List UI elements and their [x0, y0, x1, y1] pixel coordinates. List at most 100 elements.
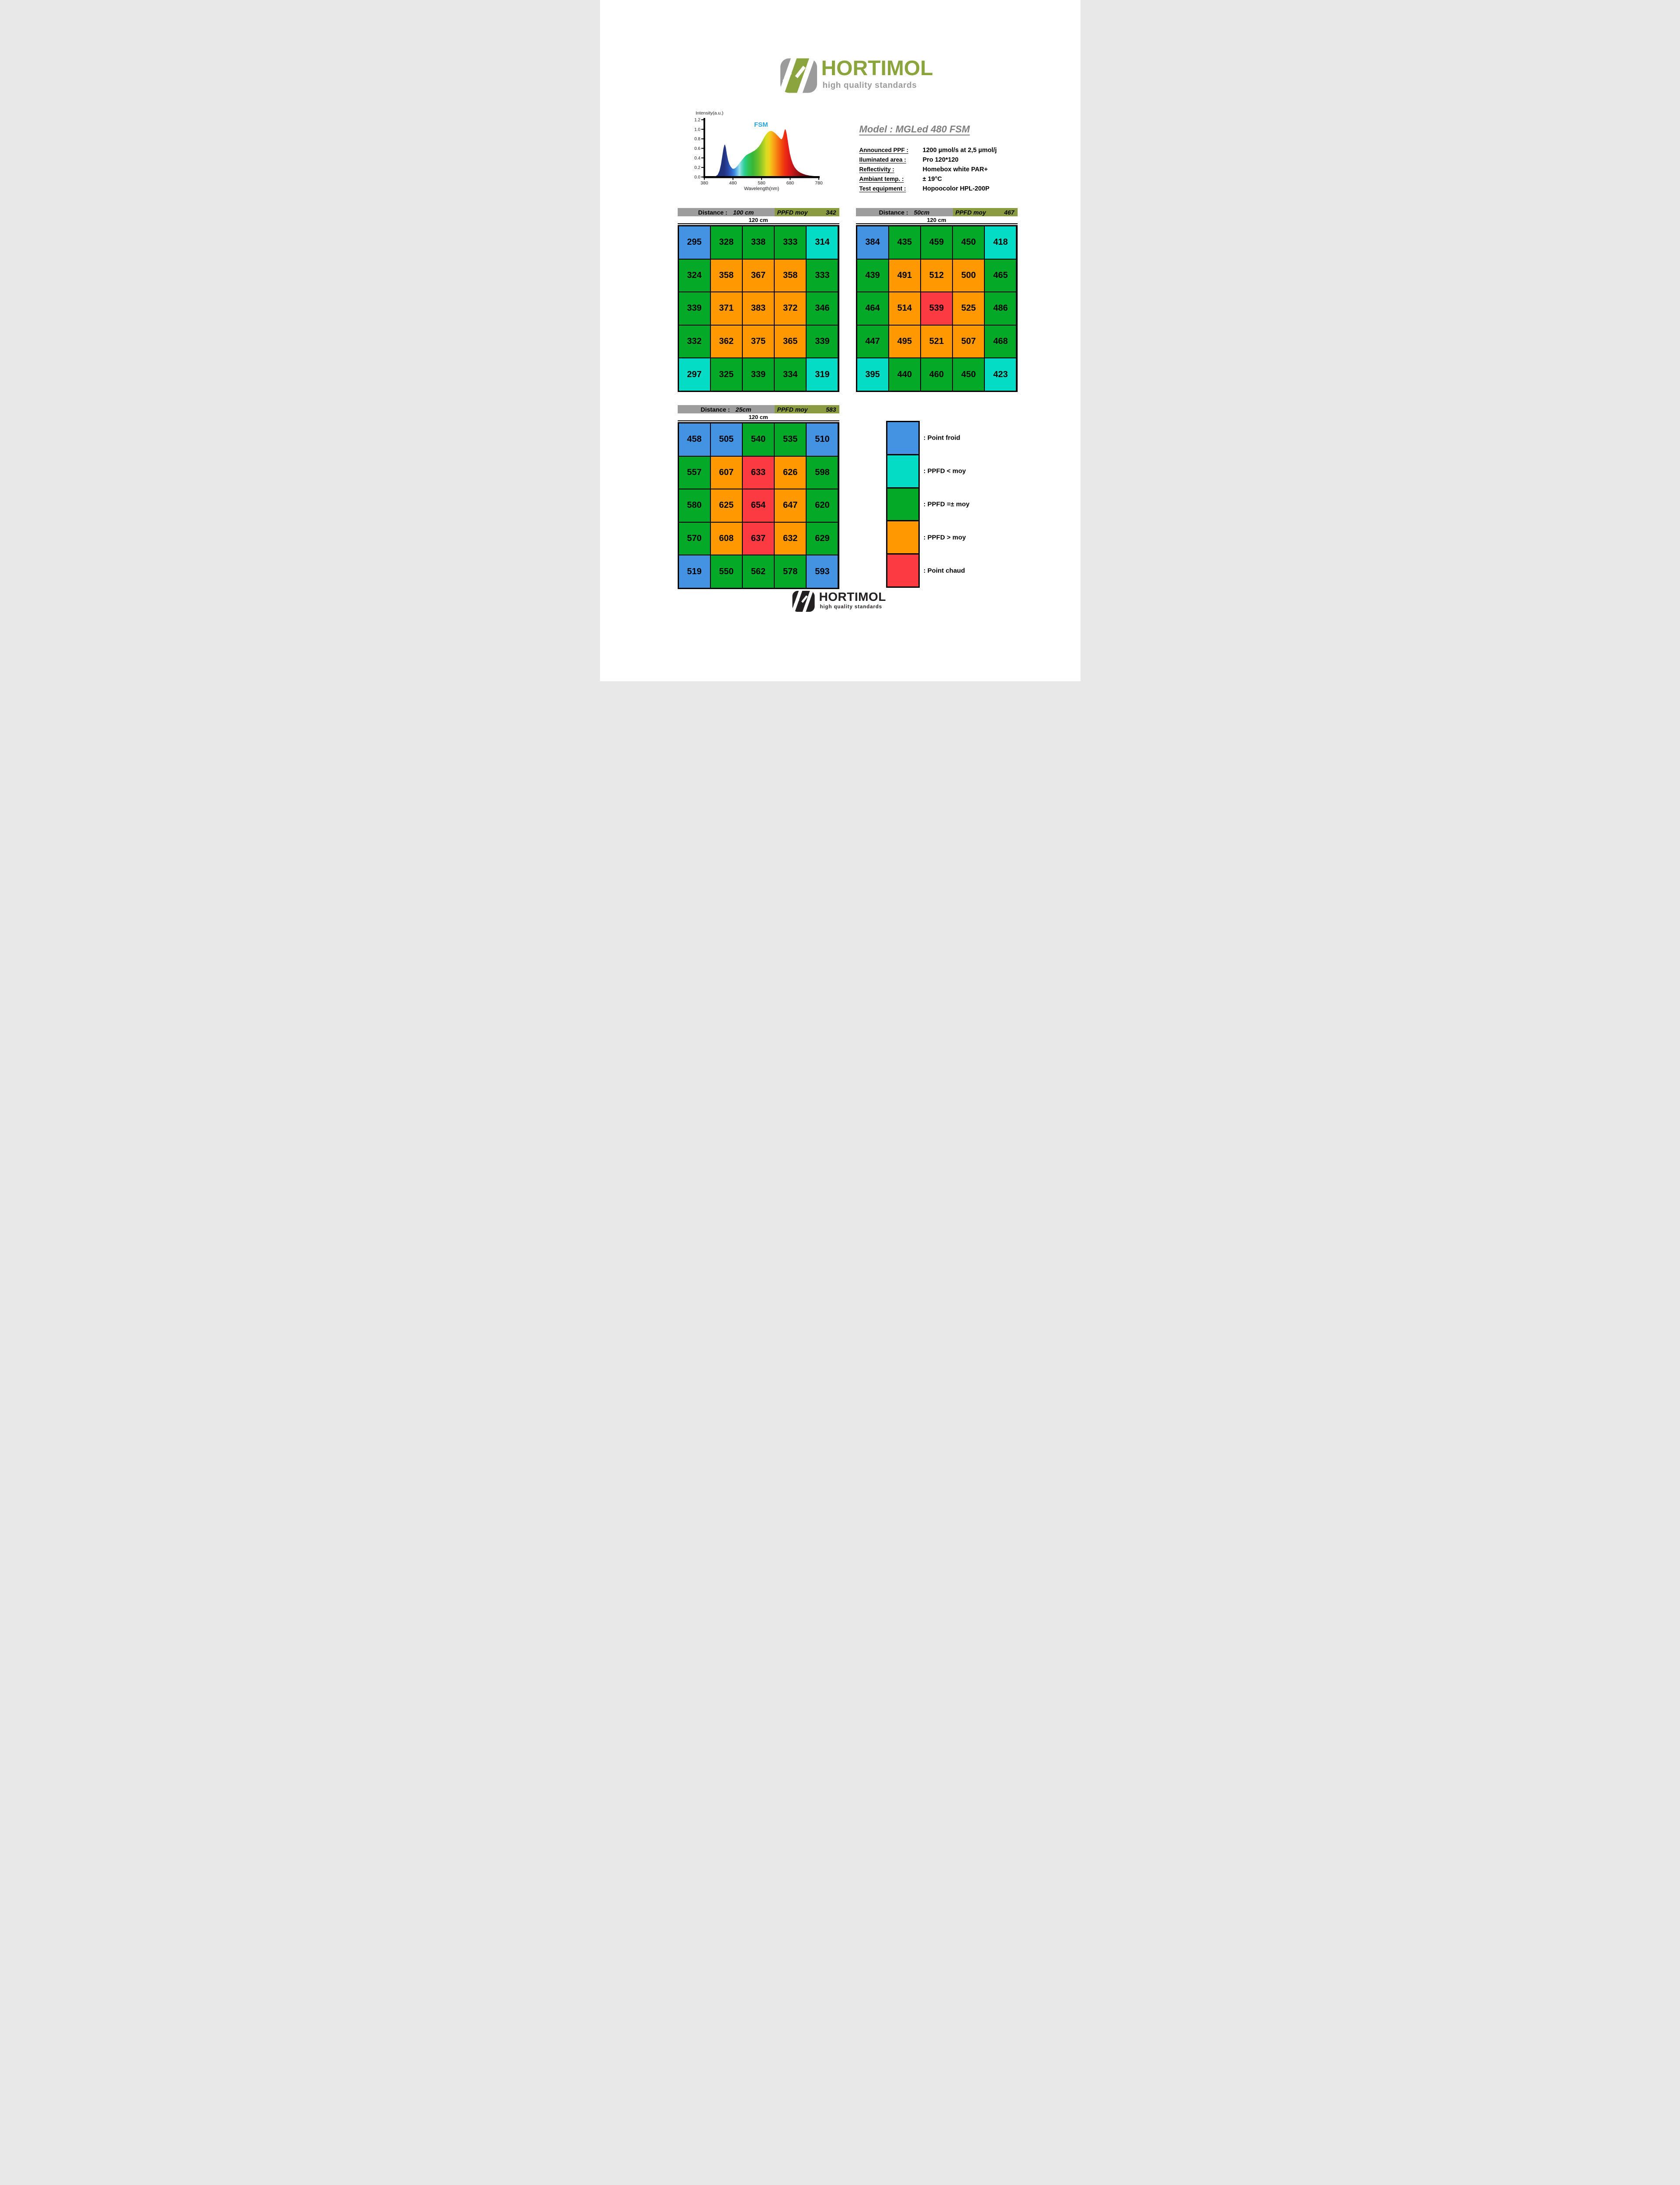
- ppfd-moy-value: 467: [1004, 208, 1015, 216]
- brand-tagline: high quality standards: [820, 604, 882, 610]
- ppfd-cell: 339: [742, 358, 774, 391]
- model-value: MGLed 480 FSM: [895, 123, 970, 135]
- ppfd-cell: 384: [857, 226, 888, 259]
- ppfd-cell: 418: [985, 226, 1016, 259]
- distance-value: 100 cm: [733, 208, 754, 216]
- ppfd-cell-grid: 384 435 459 450 418 439 491 512 500 465 464 514 539 5…: [856, 225, 1018, 392]
- ppfd-cell: 450: [953, 358, 984, 391]
- ppfd-cell: 375: [742, 325, 774, 358]
- ppfd-cell: 371: [710, 292, 742, 325]
- ppfd-cell: 362: [710, 325, 742, 358]
- legend-swatch-cold: [887, 422, 918, 454]
- ppfd-cell: 435: [889, 226, 920, 259]
- spec-label: Iluminated area :: [859, 156, 906, 163]
- ppfd-cell: 633: [742, 456, 774, 489]
- ppfd-cell: 578: [775, 555, 806, 588]
- distance-value: 50cm: [914, 208, 930, 216]
- ppfd-cell: 608: [710, 522, 742, 555]
- ppfd-cell: 338: [742, 226, 774, 259]
- ppfd-cell: 465: [985, 259, 1016, 292]
- distance-bar-gray: Distance : 100 cm: [677, 208, 775, 216]
- spec-row: Announced PPF : 1200 µmol/s at 2,5 µmol/j: [859, 147, 997, 156]
- distance-bar: Distance : 50cm PPFD moy 467: [856, 208, 1018, 216]
- ppfd-cell-grid: 458 505 540 535 510 557 607 633 626 598 580 625 654 6…: [677, 422, 839, 589]
- y-tick-label: 0.8: [694, 137, 700, 142]
- ppfd-cell: 328: [710, 226, 742, 259]
- ppfd-cell: 607: [710, 456, 742, 489]
- grid-width-underline: [677, 420, 839, 421]
- ppfd-cell: 620: [807, 489, 838, 522]
- color-legend: : Point froid: PPFD < moy: PPFD =± moy: …: [886, 421, 1017, 588]
- ppfd-cell: 647: [775, 489, 806, 522]
- distance-bar-gray: Distance : 25cm: [677, 405, 775, 413]
- ppfd-cell: 346: [807, 292, 838, 325]
- ppfd-cell: 495: [889, 325, 920, 358]
- ppfd-cell: 460: [921, 358, 953, 391]
- y-tick: [701, 148, 704, 149]
- ppfd-cell: 447: [857, 325, 888, 358]
- ppfd-moy-label: PPFD moy: [955, 208, 986, 216]
- spec-row: Test equipment : Hopoocolor HPL-200P: [859, 185, 997, 195]
- ppfd-cell: 500: [953, 259, 984, 292]
- ppfd-cell: 333: [775, 226, 806, 259]
- ppfd-cell: 372: [775, 292, 806, 325]
- grid-width-underline: [677, 223, 839, 224]
- ppfd-cell: 654: [742, 489, 774, 522]
- ppfd-cell: 297: [679, 358, 710, 391]
- grid-width-label: 120 cm: [748, 217, 768, 223]
- ppfd-cell: 450: [953, 226, 984, 259]
- spec-value: 1200 µmol/s at 2,5 µmol/j: [922, 147, 997, 154]
- footer-logo-text: HORTIMOL high quality standards: [819, 591, 886, 612]
- legend-label-cold: : Point froid: [923, 434, 960, 442]
- ppfd-moy-value: 583: [826, 406, 836, 413]
- ppfd-cell: 468: [985, 325, 1016, 358]
- legend-swatch-column: [886, 421, 920, 588]
- ppfd-cell: 626: [775, 456, 806, 489]
- x-tick-label: 680: [786, 180, 794, 186]
- x-tick-label: 780: [815, 180, 823, 186]
- x-tick-label: 380: [700, 180, 708, 186]
- ppfd-cell: 629: [807, 522, 838, 555]
- y-tick-label: 1.2: [694, 118, 700, 123]
- legend-swatch-below: [887, 455, 918, 487]
- distance-label: Distance :: [700, 406, 730, 413]
- ppfd-cell: 539: [921, 292, 953, 325]
- ppfd-cell: 423: [985, 358, 1016, 391]
- spec-label: Announced PPF :: [859, 147, 909, 153]
- ppfd-cell: 540: [742, 423, 774, 456]
- ppfd-cell: 383: [742, 292, 774, 325]
- ppfd-cell: 358: [710, 259, 742, 292]
- spec-value: ± 19°C: [922, 176, 942, 183]
- spec-row: Iluminated area : Pro 120*120: [859, 156, 997, 166]
- y-tick-label: 0.2: [694, 166, 700, 170]
- grid-width-label: 120 cm: [748, 414, 768, 420]
- hortimol-logo-icon: [780, 58, 817, 93]
- ppfd-moy-value: 342: [826, 208, 836, 216]
- spec-label: Reflectivity :: [859, 166, 894, 173]
- spec-value: Hopoocolor HPL-200P: [922, 185, 990, 192]
- ppfd-moy-bar: PPFD moy 342: [774, 208, 839, 216]
- ppfd-moy-label: PPFD moy: [777, 406, 808, 413]
- ppfd-cell: 440: [889, 358, 920, 391]
- hortimol-logo-icon: [792, 591, 815, 612]
- ppfd-cell: 491: [889, 259, 920, 292]
- ppfd-cell: 557: [679, 456, 710, 489]
- specs-table: Announced PPF : 1200 µmol/s at 2,5 µmol/j…: [859, 147, 997, 195]
- distance-label: Distance :: [879, 208, 908, 216]
- ppfd-cell: 507: [953, 325, 984, 358]
- ppfd-cell: 514: [889, 292, 920, 325]
- model-label: Model :: [859, 123, 893, 135]
- spec-row: Reflectivity : Homebox white PAR+: [859, 166, 997, 176]
- x-axis: [703, 176, 820, 178]
- ppfd-cell: 439: [857, 259, 888, 292]
- x-tick: [818, 178, 819, 180]
- ppfd-cell: 593: [807, 555, 838, 588]
- ppfd-cell: 367: [742, 259, 774, 292]
- brand-tagline: high quality standards: [822, 81, 917, 90]
- legend-label-above: : PPFD > moy: [923, 534, 966, 541]
- ppfd-cell: 365: [775, 325, 806, 358]
- spec-value: Homebox white PAR+: [922, 166, 988, 173]
- ppfd-cell: 332: [679, 325, 710, 358]
- ppfd-grid-50cm: Distance : 50cm PPFD moy 467 120 cm 384 435 459…: [856, 208, 1018, 392]
- y-tick: [701, 157, 704, 159]
